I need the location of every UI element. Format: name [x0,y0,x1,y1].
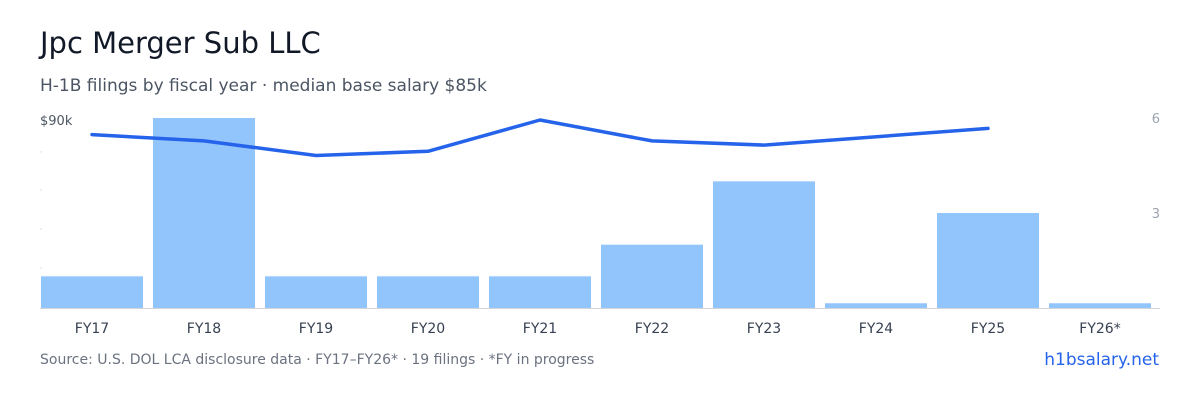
source-note: Source: U.S. DOL LCA disclosure data · F… [40,352,595,368]
x-tick-label: FY24 [859,321,894,337]
x-tick-label: FY21 [523,321,557,337]
bar-fy25 [937,213,1039,308]
axis-layer: FY17 FY18 FY19 FY20 FY21 FY22 FY23 FY24 FY25 FY26… [40,112,1160,337]
line-layer [90,118,990,158]
x-tick-label: FY25 [971,321,1005,337]
bar-fy18 [153,118,255,308]
salary-line [90,118,990,158]
chart-subtitle: H-1B filings by fiscal year · median bas… [40,76,487,96]
x-tick-label: FY19 [299,321,333,337]
x-tick-label: FY22 [635,321,669,337]
left-axis-dot [40,267,42,269]
bars-layer [41,118,1151,308]
x-tick-label: FY23 [747,321,781,337]
bar-fy22 [601,244,703,308]
x-tick-label: FY17 [75,321,109,337]
x-tick-label: FY20 [411,321,445,337]
bar-fy19 [265,276,367,308]
right-axis-tick-label: 3 [1152,207,1160,222]
chart-title: Jpc Merger Sub LLC [40,26,321,60]
bar-fy24 [825,303,927,308]
x-tick-label: FY18 [187,321,221,337]
brand-link[interactable]: h1bsalary.net [1044,350,1159,370]
bar-fy23 [713,181,815,308]
x-tick-label: FY26* [1079,321,1120,337]
bar-fy21 [489,276,591,308]
right-axis-tick-label: 6 [1152,112,1160,127]
left-axis-max-label: $90k [40,114,73,129]
bar-fy20 [377,276,479,308]
left-axis-dot [40,151,42,153]
left-axis-dot [40,228,42,230]
left-axis-dot [40,189,42,191]
bar-fy26 [1049,303,1151,308]
bar-fy17 [41,276,143,308]
